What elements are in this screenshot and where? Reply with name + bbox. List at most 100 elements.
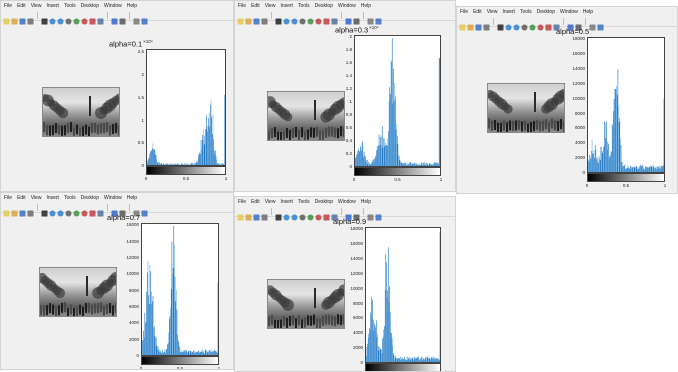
- rotate-icon[interactable]: [529, 18, 536, 30]
- menu-window[interactable]: Window: [103, 2, 122, 9]
- menu-view[interactable]: View: [264, 2, 276, 9]
- brush-icon[interactable]: [89, 12, 96, 24]
- menu-window[interactable]: Window: [103, 194, 122, 201]
- legend-icon[interactable]: [353, 12, 360, 24]
- rotate-icon[interactable]: [73, 204, 80, 216]
- zoom-in-icon[interactable]: [49, 204, 56, 216]
- menu-edit[interactable]: Edit: [17, 2, 26, 9]
- colorbar-icon[interactable]: [567, 18, 574, 30]
- menu-window[interactable]: Window: [337, 2, 356, 9]
- menu-view[interactable]: View: [264, 198, 276, 205]
- menu-insert[interactable]: Insert: [46, 194, 59, 201]
- brush-icon[interactable]: [545, 18, 552, 30]
- menu-desktop[interactable]: Desktop: [536, 8, 555, 15]
- link-icon[interactable]: [97, 12, 104, 24]
- rotate-icon[interactable]: [307, 12, 314, 24]
- menu-edit[interactable]: Edit: [17, 194, 26, 201]
- property-icon[interactable]: [141, 12, 148, 24]
- colorbar-icon[interactable]: [345, 208, 352, 220]
- zoom-out-icon[interactable]: [57, 12, 64, 24]
- colorbar-icon[interactable]: [345, 12, 352, 24]
- print-icon[interactable]: [27, 204, 34, 216]
- open-folder-icon[interactable]: [11, 204, 18, 216]
- print-icon[interactable]: [261, 208, 268, 220]
- zoom-out-icon[interactable]: [291, 12, 298, 24]
- zoom-out-icon[interactable]: [513, 18, 520, 30]
- property-icon[interactable]: [375, 12, 382, 24]
- menu-tools[interactable]: Tools: [297, 2, 310, 9]
- open-folder-icon[interactable]: [11, 12, 18, 24]
- rotate-icon[interactable]: [73, 12, 80, 24]
- save-icon[interactable]: [475, 18, 482, 30]
- new-file-icon[interactable]: [3, 12, 10, 24]
- data-cursor-icon[interactable]: [315, 12, 322, 24]
- legend-icon[interactable]: [119, 12, 126, 24]
- save-icon[interactable]: [253, 12, 260, 24]
- open-folder-icon[interactable]: [467, 18, 474, 30]
- menu-tools[interactable]: Tools: [63, 2, 76, 9]
- link-icon[interactable]: [331, 208, 338, 220]
- link-icon[interactable]: [331, 12, 338, 24]
- menu-file[interactable]: File: [4, 2, 13, 9]
- menu-file[interactable]: File: [238, 2, 247, 9]
- menu-edit[interactable]: Edit: [473, 8, 482, 15]
- menu-edit[interactable]: Edit: [251, 198, 260, 205]
- zoom-in-icon[interactable]: [49, 12, 56, 24]
- menu-tools[interactable]: Tools: [63, 194, 76, 201]
- property-icon[interactable]: [597, 18, 604, 30]
- pan-icon[interactable]: [65, 204, 72, 216]
- pan-icon[interactable]: [299, 208, 306, 220]
- menu-file[interactable]: File: [4, 194, 13, 201]
- menu-insert[interactable]: Insert: [502, 8, 515, 15]
- zoom-out-icon[interactable]: [57, 204, 64, 216]
- link-icon[interactable]: [97, 204, 104, 216]
- menu-desktop[interactable]: Desktop: [314, 198, 333, 205]
- open-folder-icon[interactable]: [245, 12, 252, 24]
- menu-help[interactable]: Help: [126, 2, 138, 9]
- menu-view[interactable]: View: [30, 2, 42, 9]
- data-cursor-icon[interactable]: [81, 12, 88, 24]
- pointer-icon[interactable]: [275, 12, 282, 24]
- menu-desktop[interactable]: Desktop: [314, 2, 333, 9]
- pointer-icon[interactable]: [41, 12, 48, 24]
- legend-icon[interactable]: [575, 18, 582, 30]
- menu-view[interactable]: View: [30, 194, 42, 201]
- brush-icon[interactable]: [323, 208, 330, 220]
- menu-window[interactable]: Window: [559, 8, 578, 15]
- zoom-in-icon[interactable]: [505, 18, 512, 30]
- menu-help[interactable]: Help: [360, 2, 372, 9]
- grid-icon[interactable]: [133, 204, 140, 216]
- new-file-icon[interactable]: [459, 18, 466, 30]
- brush-icon[interactable]: [89, 204, 96, 216]
- menu-tools[interactable]: Tools: [297, 198, 310, 205]
- colorbar-icon[interactable]: [111, 204, 118, 216]
- menu-view[interactable]: View: [486, 8, 498, 15]
- menu-insert[interactable]: Insert: [46, 2, 59, 9]
- menu-help[interactable]: Help: [126, 194, 138, 201]
- zoom-in-icon[interactable]: [283, 12, 290, 24]
- grid-icon[interactable]: [367, 208, 374, 220]
- colorbar-icon[interactable]: [111, 12, 118, 24]
- rotate-icon[interactable]: [307, 208, 314, 220]
- grid-icon[interactable]: [367, 12, 374, 24]
- menu-desktop[interactable]: Desktop: [80, 194, 99, 201]
- print-icon[interactable]: [27, 12, 34, 24]
- open-folder-icon[interactable]: [245, 208, 252, 220]
- menu-help[interactable]: Help: [360, 198, 372, 205]
- zoom-in-icon[interactable]: [283, 208, 290, 220]
- menu-tools[interactable]: Tools: [519, 8, 532, 15]
- menu-window[interactable]: Window: [337, 198, 356, 205]
- pan-icon[interactable]: [299, 12, 306, 24]
- new-file-icon[interactable]: [237, 208, 244, 220]
- data-cursor-icon[interactable]: [315, 208, 322, 220]
- menu-insert[interactable]: Insert: [280, 2, 293, 9]
- link-icon[interactable]: [553, 18, 560, 30]
- grid-icon[interactable]: [133, 12, 140, 24]
- save-icon[interactable]: [253, 208, 260, 220]
- zoom-out-icon[interactable]: [291, 208, 298, 220]
- print-icon[interactable]: [483, 18, 490, 30]
- pointer-icon[interactable]: [497, 18, 504, 30]
- menu-file[interactable]: File: [460, 8, 469, 15]
- pan-icon[interactable]: [521, 18, 528, 30]
- brush-icon[interactable]: [323, 12, 330, 24]
